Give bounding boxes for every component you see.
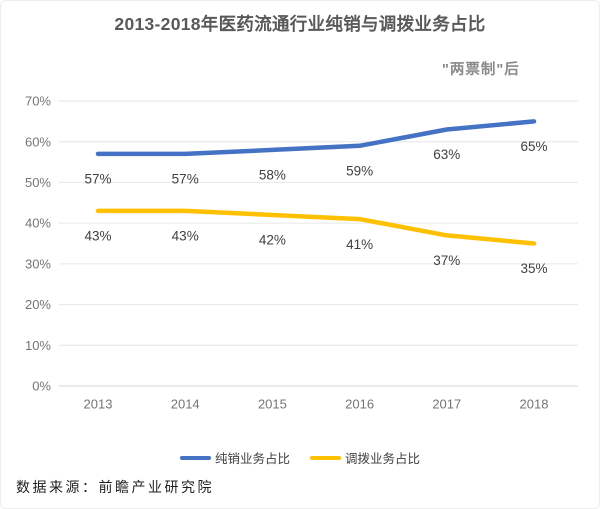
y-axis-tick-label: 10% (25, 338, 51, 353)
chart-title: 2013-2018年医药流通行业纯销与调拨业务占比 (114, 14, 486, 34)
y-axis-tick-label: 40% (25, 216, 51, 231)
x-axis-tick-label: 2014 (171, 397, 200, 412)
data-label-allocation: 43% (84, 229, 111, 244)
x-axis-tick-label: 2017 (432, 397, 461, 412)
y-axis-tick-label: 50% (25, 175, 51, 190)
y-axis-tick-label: 20% (25, 297, 51, 312)
legend-item-pure-sales[interactable]: 纯销业务占比 (179, 448, 290, 467)
x-axis-tick-label: 2013 (84, 397, 113, 412)
y-axis-tick-label: 30% (25, 256, 51, 271)
annotation-two-invoice-policy: "两票制"后 (442, 62, 520, 78)
chart-legend: 纯销业务占比 调拨业务占比 (1, 448, 599, 467)
data-label-pure-sales: 58% (259, 168, 286, 183)
y-axis-tick-label: 0% (32, 379, 51, 394)
data-label-pure-sales: 63% (433, 147, 460, 162)
x-axis-tick-label: 2015 (258, 397, 287, 412)
data-label-allocation: 43% (172, 229, 199, 244)
y-axis-tick-label: 70% (25, 94, 51, 109)
data-label-pure-sales: 59% (346, 164, 373, 179)
legend-label-pure-sales: 纯销业务占比 (214, 452, 290, 466)
data-label-pure-sales: 57% (172, 172, 199, 187)
data-label-allocation: 35% (520, 261, 547, 276)
legend-item-allocation[interactable]: 调拨业务占比 (310, 448, 420, 467)
y-axis-tick-label: 60% (25, 134, 51, 149)
data-label-allocation: 41% (346, 237, 373, 252)
data-label-pure-sales: 57% (84, 172, 111, 187)
legend-swatch-allocation (310, 455, 341, 460)
legend-label-allocation: 调拨业务占比 (345, 452, 421, 466)
x-axis-tick-label: 2016 (345, 397, 374, 412)
x-axis-tick-label: 2018 (520, 397, 549, 412)
legend-swatch-pure-sales (179, 455, 211, 460)
data-label-pure-sales: 65% (520, 139, 547, 154)
data-label-allocation: 37% (433, 253, 460, 268)
data-label-allocation: 42% (259, 233, 286, 248)
source-note: 数据来源：前瞻产业研究院 (16, 480, 214, 496)
series-line-allocation (95, 208, 537, 246)
series-line-pure-sales (95, 119, 537, 157)
